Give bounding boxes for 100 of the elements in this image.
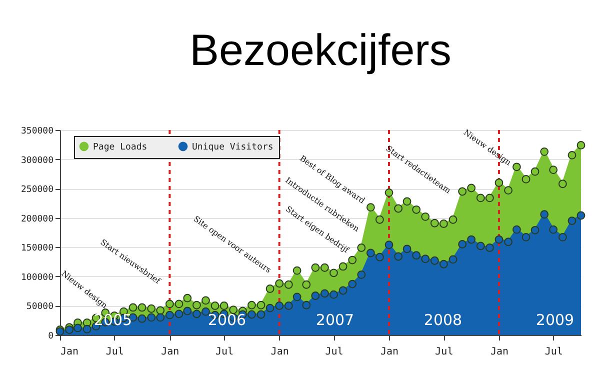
point <box>394 252 403 261</box>
point <box>402 197 412 206</box>
point <box>421 254 430 264</box>
x-tick-label: Jan <box>490 346 509 358</box>
x-tick-label: Jan <box>270 346 289 358</box>
point <box>338 286 348 295</box>
annotation: 2005 <box>94 311 132 329</box>
y-tick-label: 150000 <box>20 244 54 254</box>
x-tick-label: Jul <box>435 346 454 358</box>
point <box>147 304 156 313</box>
point <box>311 292 320 300</box>
chart-title: Bezoekcijfers <box>190 26 452 75</box>
point <box>330 268 338 278</box>
point <box>302 300 311 310</box>
point <box>530 226 540 234</box>
annotation: 2008 <box>424 311 462 329</box>
annotation: 2009 <box>536 311 574 329</box>
point <box>458 240 467 248</box>
point <box>412 251 421 260</box>
x-tick-label: Jan <box>161 346 180 358</box>
point <box>540 210 549 219</box>
point <box>165 300 174 308</box>
point <box>210 302 220 310</box>
point <box>266 304 274 312</box>
point <box>247 300 256 310</box>
x-tick-label: Jul <box>106 346 124 358</box>
point <box>330 290 338 299</box>
y-tick-label: 50000 <box>26 302 54 312</box>
y-tick-label: 0 <box>48 332 54 342</box>
point <box>338 262 348 271</box>
point <box>65 326 74 334</box>
point <box>138 314 146 323</box>
point <box>256 300 266 310</box>
point <box>384 188 394 197</box>
point <box>311 263 320 272</box>
point <box>522 175 530 184</box>
point <box>540 147 549 156</box>
y-tick-label: 300000 <box>20 156 54 166</box>
x-tick-label: Jan <box>60 346 79 358</box>
point <box>384 240 394 249</box>
point <box>530 167 540 176</box>
point <box>558 180 567 188</box>
point <box>485 244 494 252</box>
point <box>82 324 92 334</box>
x-tick-label: Jan <box>380 346 399 358</box>
legend-label: Page Loads <box>93 142 148 152</box>
point <box>192 300 201 310</box>
legend-label: Unique Visitors <box>192 142 274 152</box>
point <box>165 310 174 320</box>
point <box>74 324 82 332</box>
point <box>348 280 357 288</box>
point <box>366 248 375 258</box>
y-tick-label: 200000 <box>20 214 54 224</box>
point <box>348 256 357 264</box>
point <box>421 212 430 221</box>
point <box>156 313 165 322</box>
x-tick-label: Jul <box>325 346 344 358</box>
x-tick-label: Jul <box>544 346 563 358</box>
point <box>412 205 421 214</box>
point <box>138 303 146 312</box>
point <box>394 204 403 213</box>
point <box>375 252 384 262</box>
point <box>266 284 274 293</box>
point <box>558 232 567 242</box>
point <box>568 216 576 225</box>
point <box>275 279 284 288</box>
point <box>284 280 293 289</box>
point <box>476 194 485 202</box>
point <box>202 307 210 316</box>
point <box>402 244 412 254</box>
point <box>494 178 504 187</box>
x-tick-label: Jul <box>216 346 234 358</box>
point <box>292 292 302 302</box>
point <box>156 306 165 315</box>
point <box>183 294 192 302</box>
point <box>183 306 192 316</box>
point <box>357 270 366 279</box>
point <box>439 220 448 228</box>
point <box>467 235 476 244</box>
point <box>284 302 293 310</box>
point <box>192 310 201 318</box>
point <box>174 310 184 318</box>
point <box>430 218 439 228</box>
point <box>375 215 384 224</box>
point <box>275 302 284 310</box>
point <box>549 166 558 174</box>
point <box>568 150 576 160</box>
point <box>504 238 512 246</box>
point <box>458 187 467 196</box>
point <box>174 300 184 308</box>
y-tick-label: 250000 <box>20 185 54 196</box>
point <box>576 141 586 150</box>
point <box>256 310 266 319</box>
point <box>292 266 302 275</box>
point <box>202 296 210 305</box>
point <box>302 280 311 289</box>
annotation: 2007 <box>316 311 354 329</box>
point <box>439 260 448 268</box>
point <box>128 303 138 312</box>
point <box>512 225 521 234</box>
